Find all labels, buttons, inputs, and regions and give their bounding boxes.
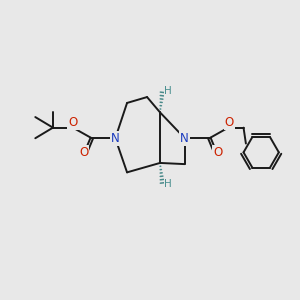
- Text: O: O: [213, 146, 222, 159]
- Text: O: O: [225, 116, 234, 129]
- Text: O: O: [79, 146, 88, 159]
- Text: O: O: [68, 116, 78, 129]
- Text: N: N: [111, 132, 120, 145]
- Text: H: H: [164, 179, 172, 189]
- Text: H: H: [164, 86, 172, 96]
- Text: N: N: [180, 132, 189, 145]
